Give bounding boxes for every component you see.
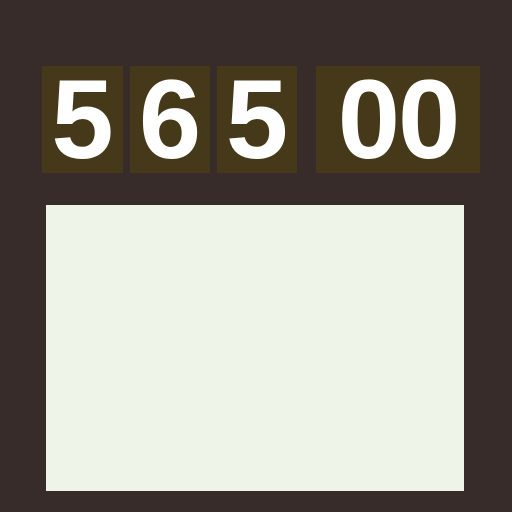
score-digit: 5 [42, 66, 123, 173]
game-board-panel[interactable] [46, 205, 464, 491]
score-display: 5 6 5 00 [0, 0, 512, 200]
score-digit: 5 [217, 66, 297, 173]
score-digit-pair: 00 [316, 66, 480, 173]
score-digit: 6 [130, 66, 210, 173]
